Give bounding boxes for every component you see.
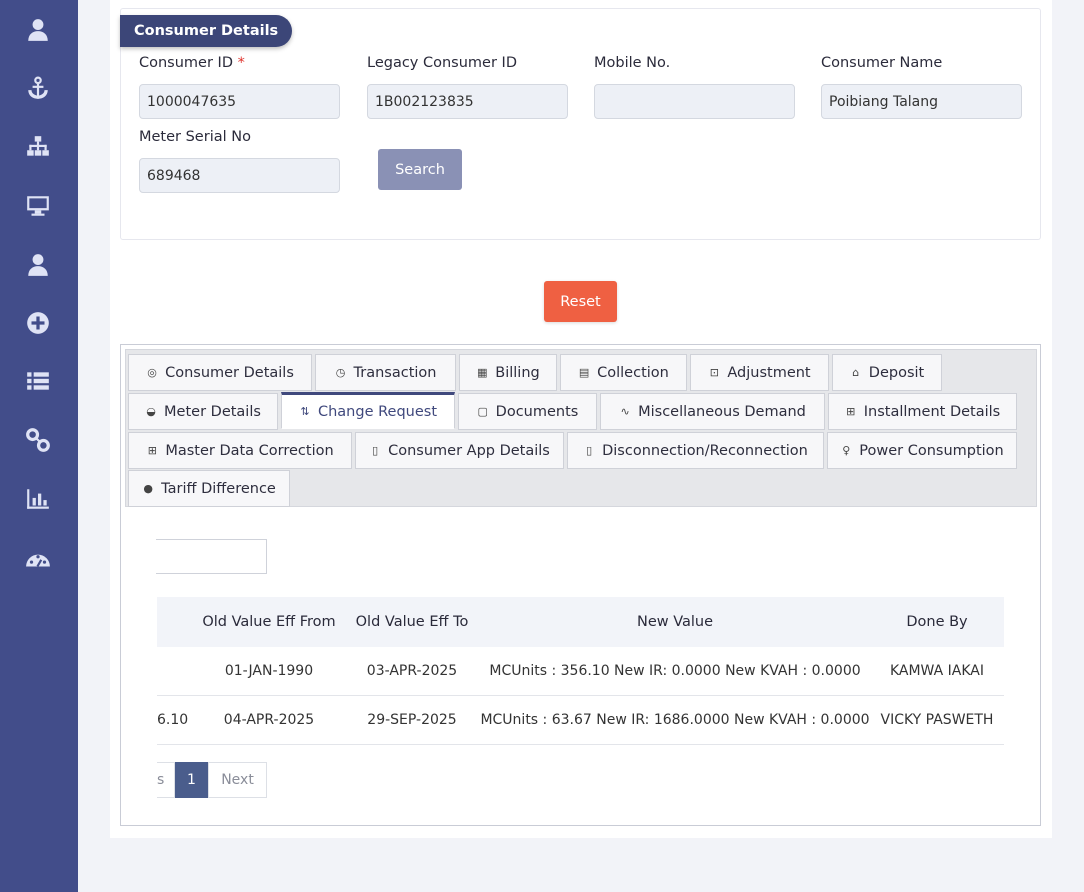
table-cell: 03-APR-2025 xyxy=(366,663,458,679)
reset-button[interactable]: Reset xyxy=(544,281,617,322)
consumer-id-label: Consumer ID * xyxy=(139,55,245,71)
table-header: Old Value Eff From Old Value Eff To New … xyxy=(157,597,1004,647)
search-button[interactable]: Search xyxy=(378,149,462,190)
tabs-bar: ◎ Consumer Details ◷ Transaction ▦ Billing … xyxy=(125,349,1037,507)
main-panel: Consumer Details Consumer ID * Legacy Co… xyxy=(110,0,1052,838)
consumer-id-field[interactable] xyxy=(139,84,340,119)
billing-icon: ▦ xyxy=(477,366,488,379)
collection-icon: ▤ xyxy=(578,366,590,379)
tab-transaction[interactable]: ◷ Transaction xyxy=(315,354,456,391)
exchange-icon: ⇅ xyxy=(300,405,310,418)
table-row: 01-JAN-1990 03-APR-2025 MCUnits : 356.10… xyxy=(157,647,1004,696)
gauge-icon[interactable] xyxy=(22,544,54,576)
tab-documents[interactable]: ▢ Documents xyxy=(458,393,597,430)
tab-consumer-app-details[interactable]: ▯ Consumer App Details xyxy=(355,432,564,469)
column-header-new-value: New Value xyxy=(636,614,714,630)
tab-installment-details[interactable]: ⊞ Installment Details xyxy=(828,393,1017,430)
mobile-icon: ▯ xyxy=(372,444,379,457)
consumer-search-card: Consumer Details Consumer ID * Legacy Co… xyxy=(120,8,1041,240)
document-icon: ▢ xyxy=(477,405,488,418)
table-cell: 04-APR-2025 xyxy=(223,712,315,728)
table-row: 6.10 04-APR-2025 29-SEP-2025 MCUnits : 6… xyxy=(157,696,1004,745)
column-header-old-value-eff-from: Old Value Eff From xyxy=(202,614,336,630)
anchor-icon[interactable] xyxy=(22,73,54,105)
table-cell: 01-JAN-1990 xyxy=(224,663,314,679)
table-filter-input[interactable] xyxy=(156,539,267,574)
column-header-old-value-eff-to: Old Value Eff To xyxy=(355,614,469,630)
sidebar xyxy=(0,0,78,892)
bar-chart-icon[interactable] xyxy=(22,483,54,515)
bank-icon: ⌂ xyxy=(852,366,860,379)
tab-tariff-difference[interactable]: ● Tariff Difference xyxy=(128,470,290,507)
table-cell: VICKY PASWETH xyxy=(880,712,994,728)
pulse-icon: ∿ xyxy=(620,405,630,418)
tab-change-request[interactable]: ⇅ Change Request xyxy=(281,392,455,429)
consumer-name-label: Consumer Name xyxy=(821,55,943,71)
circle-icon: ● xyxy=(143,482,153,495)
mobile-icon: ▯ xyxy=(586,444,593,457)
column-header-done-by: Done By xyxy=(906,614,968,630)
mobile-no-field[interactable] xyxy=(594,84,795,119)
target-icon: ◎ xyxy=(147,366,157,379)
plus-square-icon: ⊞ xyxy=(147,444,157,457)
tab-master-data-correction[interactable]: ⊞ Master Data Correction xyxy=(128,432,352,469)
tab-power-consumption[interactable]: ♀ Power Consumption xyxy=(827,432,1017,469)
user-icon[interactable] xyxy=(22,249,54,281)
table-cell: 6.10 xyxy=(157,712,189,728)
pagination-next[interactable]: Next xyxy=(208,762,267,798)
gauge-icon: ◒ xyxy=(146,405,156,418)
tab-consumer-details[interactable]: ◎ Consumer Details xyxy=(128,354,312,391)
link-icon[interactable] xyxy=(22,424,54,456)
sitemap-icon[interactable] xyxy=(22,131,54,163)
legacy-consumer-id-label: Legacy Consumer ID xyxy=(367,55,517,71)
details-tabs-panel: ◎ Consumer Details ◷ Transaction ▦ Billing … xyxy=(120,344,1041,826)
pagination-page-1[interactable]: 1 xyxy=(175,762,208,798)
pagination: s 1 Next xyxy=(157,762,267,798)
bulb-icon: ♀ xyxy=(842,444,851,457)
consumer-name-field[interactable] xyxy=(821,84,1022,119)
table-cell: MCUnits : 356.10 New IR: 0.0000 New KVAH… xyxy=(489,663,861,679)
meter-serial-field[interactable] xyxy=(139,158,340,193)
plus-circle-icon[interactable] xyxy=(22,307,54,339)
legacy-consumer-id-field[interactable] xyxy=(367,84,568,119)
list-icon[interactable] xyxy=(22,365,54,397)
tab-disconnection-reconnection[interactable]: ▯ Disconnection/Reconnection xyxy=(567,432,824,469)
meter-serial-label: Meter Serial No xyxy=(139,129,251,145)
column-header xyxy=(157,597,167,647)
tab-deposit[interactable]: ⌂ Deposit xyxy=(832,354,942,391)
tab-meter-details[interactable]: ◒ Meter Details xyxy=(128,393,278,430)
mobile-no-label: Mobile No. xyxy=(594,55,671,71)
clock-icon: ◷ xyxy=(335,366,346,379)
table-cell: MCUnits : 63.67 New IR: 1686.0000 New KV… xyxy=(480,712,870,728)
table-cell xyxy=(157,647,197,695)
pagination-previous[interactable]: s xyxy=(157,762,175,798)
tab-billing[interactable]: ▦ Billing xyxy=(459,354,557,391)
desktop-icon[interactable] xyxy=(22,190,54,222)
table-cell: 29-SEP-2025 xyxy=(367,712,457,728)
user-icon[interactable] xyxy=(22,14,54,46)
tab-adjustment[interactable]: ⊡ Adjustment xyxy=(690,354,829,391)
change-request-table: Old Value Eff From Old Value Eff To New … xyxy=(157,597,1004,745)
table-cell: KAMWA IAKAI xyxy=(889,663,985,679)
card-title: Consumer Details xyxy=(120,15,293,47)
adjustment-icon: ⊡ xyxy=(709,366,719,379)
tab-miscellaneous-demand[interactable]: ∿ Miscellaneous Demand xyxy=(600,393,825,430)
required-mark: * xyxy=(237,55,245,71)
tab-collection[interactable]: ▤ Collection xyxy=(560,354,687,391)
plus-square-icon: ⊞ xyxy=(846,405,856,418)
